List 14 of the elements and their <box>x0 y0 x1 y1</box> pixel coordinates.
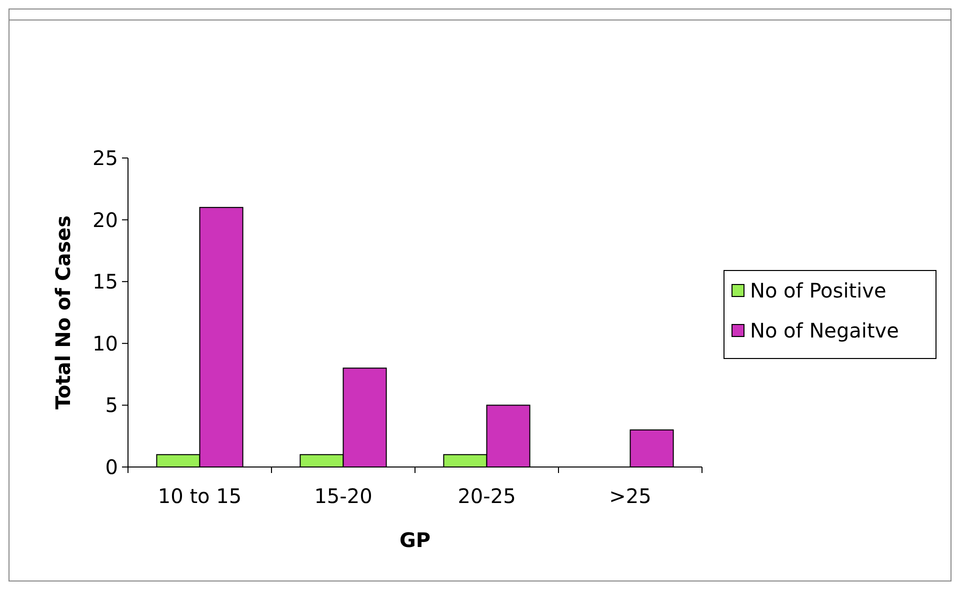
x-tick-label: >25 <box>609 484 652 508</box>
y-tick-label: 10 <box>92 331 118 356</box>
x-tick-label: 20-25 <box>458 484 516 508</box>
x-tick-label: 15-20 <box>314 484 372 508</box>
y-tick-label: 15 <box>92 270 118 294</box>
legend-label: No of Negaitve <box>750 318 899 342</box>
y-tick-label: 0 <box>105 455 118 479</box>
x-tick-label: 10 to 15 <box>158 484 242 508</box>
x-axis-title: GP <box>399 528 431 552</box>
y-tick-label: 5 <box>105 393 118 418</box>
y-tick-label: 20 <box>92 208 118 232</box>
y-axis-title: Total No of Cases <box>51 216 75 410</box>
y-tick-label: 25 <box>92 146 118 170</box>
legend-label: No of Positive <box>750 278 886 302</box>
